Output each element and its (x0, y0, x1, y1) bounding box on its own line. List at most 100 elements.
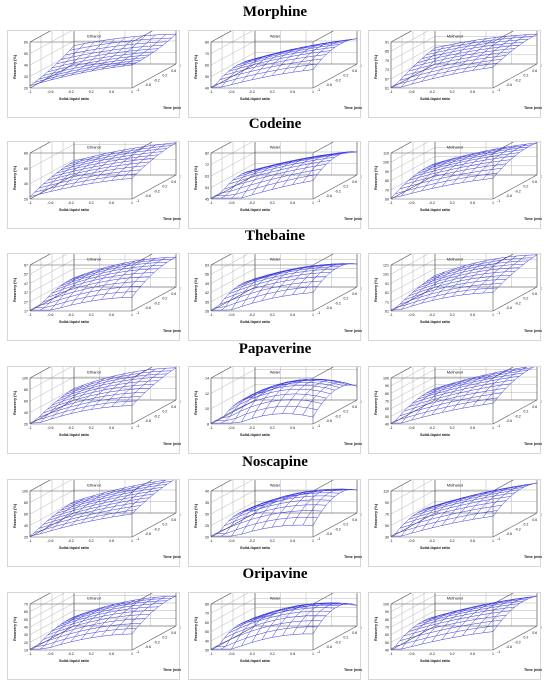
z-tick-label: 30 (385, 536, 389, 540)
y-tick-label: -0.2 (515, 640, 521, 644)
box-edge (29, 593, 51, 605)
section-title: Noscapine (242, 454, 308, 470)
x-tick-label: 0.6 (109, 539, 114, 543)
x-tick-label: -0.6 (228, 426, 234, 430)
box-edge (131, 254, 153, 266)
y-tick-label: -0.6 (506, 194, 512, 198)
surface-mesh-line (65, 261, 168, 284)
y-tick-label: -0.6 (145, 532, 151, 536)
x-tick-label: 1 (492, 313, 494, 317)
surface-mesh-line (390, 292, 494, 311)
x-axis-label: Solid-liquid ratio (59, 659, 90, 663)
x-tick-label: 1 (492, 426, 494, 430)
z-tick-label: 67 (24, 264, 28, 268)
surface-mesh-line (434, 142, 538, 164)
x-tick-label: -1 (28, 201, 31, 205)
y-tick-label: -0.2 (515, 301, 521, 305)
surface-mesh-line (302, 381, 347, 416)
x-tick-label: 0.2 (270, 539, 275, 543)
surface-plot-papaverine-methanol: 40 50 60 70 80 90 100 -1 -0.6 -0.2 0.2 0.6 1 -1 -0.6 -0… (368, 366, 542, 454)
surface-plot-codeine-water: 45 54 63 72 82 -1 -0.6 -0.2 0.2 0.6 1 -1 -0.6 -0.2 0.2… (188, 141, 362, 229)
surface-mesh-line (391, 631, 494, 650)
z-tick-label: 60 (24, 610, 28, 614)
y-tick-label: 1 (180, 64, 181, 68)
z-tick-label: 80 (205, 41, 209, 45)
x-tick-label: 0.2 (450, 426, 455, 430)
z-axis-label: Recovery (%) (374, 503, 378, 528)
y-tick-label: 0.6 (532, 69, 537, 73)
surface-mesh-line (462, 146, 507, 183)
x-tick-label: 0.6 (470, 313, 475, 317)
surface-plot-thebaine-methanol: 61 71 81 91 101 121 -1 -0.6 -0.2 0.2 0.6 1 -1 -0.6 -0.… (368, 253, 542, 341)
z-tick-label: 121 (383, 264, 389, 268)
y-axis-label: Time (min) (163, 555, 181, 559)
x-tick-label: -0.6 (228, 652, 234, 656)
z-tick-label: 100 (383, 161, 389, 165)
box-edge (131, 63, 177, 89)
y-tick-label: 0.2 (343, 410, 348, 414)
y-tick-label: -0.6 (506, 83, 512, 87)
surface-mesh-line (121, 596, 166, 635)
y-tick-label: -0.6 (145, 419, 151, 423)
box-edge (29, 31, 51, 43)
x-tick-label: -0.2 (249, 539, 255, 543)
y-tick-label: 0.6 (352, 405, 357, 409)
z-tick-label: 30 (205, 649, 209, 653)
y-tick-label: -0.2 (335, 189, 341, 193)
surface-mesh-line (312, 38, 358, 70)
y-tick-label: -1 (497, 199, 500, 203)
box-edge (390, 254, 412, 266)
surface-mesh-line (417, 375, 520, 400)
plot-solvent-title: Ethanol (87, 483, 101, 488)
z-tick-label: 100 (383, 377, 389, 381)
surface-mesh-line (412, 155, 516, 177)
z-axis-label: Recovery (%) (194, 616, 198, 641)
y-tick-label: 0.6 (532, 631, 537, 635)
x-tick-label: 1 (492, 201, 494, 205)
surface-mesh-line (434, 595, 538, 618)
z-tick-label: 40 (24, 626, 28, 630)
surface-mesh-line (101, 146, 146, 183)
x-tick-label: -0.6 (47, 652, 53, 656)
z-tick-label: 80 (385, 392, 389, 396)
z-tick-label: 110 (383, 152, 389, 156)
box-edge (131, 625, 177, 651)
box-edge (131, 174, 177, 200)
x-tick-label: 0.2 (270, 90, 275, 94)
z-axis-label: Recovery (%) (374, 165, 378, 190)
z-tick-label: 63 (205, 264, 209, 268)
z-tick-label: 27 (24, 300, 28, 304)
surface-mesh-line (69, 259, 172, 281)
y-tick-label: -1 (136, 311, 139, 315)
y-tick-label: 0.2 (162, 523, 167, 527)
y-tick-label: 0.2 (343, 297, 348, 301)
surface-mesh-line (60, 603, 163, 625)
x-axis-label: Solid-liquid ratio (240, 97, 271, 101)
y-tick-label: -1 (317, 650, 320, 654)
z-tick-label: 60 (24, 513, 28, 517)
x-tick-label: -1 (389, 426, 392, 430)
box-edge (312, 174, 358, 200)
y-tick-label: -0.2 (335, 640, 341, 644)
z-tick-label: 80 (24, 388, 28, 392)
x-tick-label: 0.6 (470, 90, 475, 94)
x-tick-label: -0.6 (47, 313, 53, 317)
y-tick-label: 0.2 (523, 523, 528, 527)
y-tick-label: -1 (497, 537, 500, 541)
y-axis-label: Time (min) (344, 329, 362, 333)
z-axis-label: Recovery (%) (374, 390, 378, 415)
surface-mesh-line (56, 606, 159, 628)
x-tick-label: -0.2 (68, 90, 74, 94)
surface-mesh-line (462, 370, 507, 409)
box-edge (312, 367, 334, 379)
surface-mesh-line (131, 142, 177, 179)
surface-mesh-line (251, 160, 296, 196)
surface-mesh-line (417, 489, 520, 513)
x-tick-label: 1 (131, 201, 133, 205)
x-tick-label: 1 (312, 201, 314, 205)
x-tick-label: -1 (389, 313, 392, 317)
surface-mesh-line (426, 369, 529, 394)
surface-mesh-line (472, 35, 517, 71)
surface-mesh-line (399, 58, 502, 81)
